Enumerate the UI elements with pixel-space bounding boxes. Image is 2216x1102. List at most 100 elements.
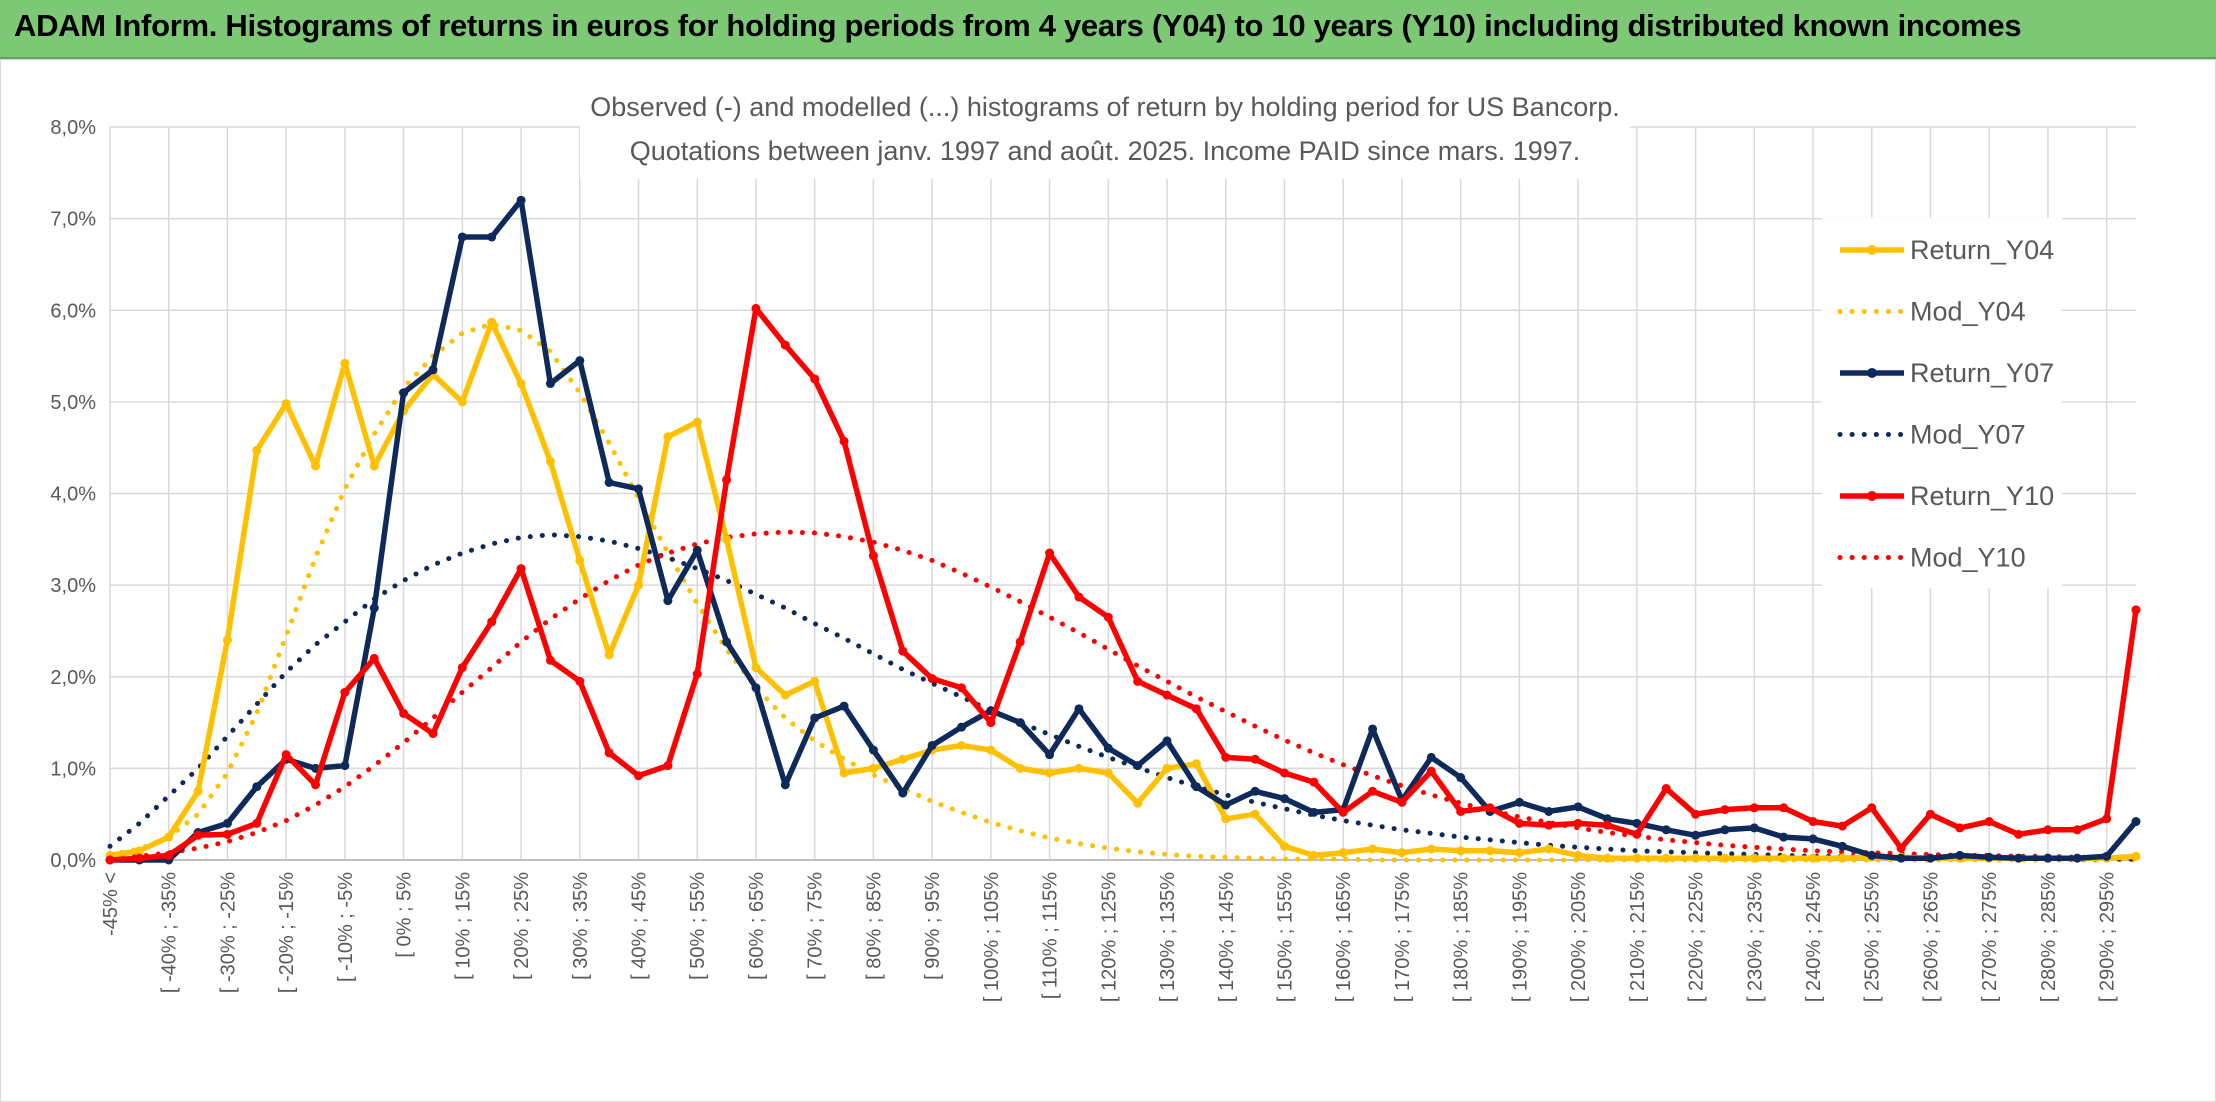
data-point <box>868 745 878 755</box>
data-point <box>1103 612 1113 622</box>
data-point <box>1045 750 1055 760</box>
data-point <box>1338 848 1348 858</box>
legend-item: Mod_Y07 <box>1837 420 2026 450</box>
data-point <box>2014 829 2024 839</box>
data-point <box>1808 817 1818 827</box>
legend-item: Return_Y04 <box>1840 235 2054 265</box>
data-point <box>810 713 820 723</box>
data-point <box>2072 825 2082 835</box>
data-point <box>1749 803 1759 813</box>
data-point <box>780 340 790 350</box>
series-return-y04 <box>105 317 2141 863</box>
x-tick-label: [ 50% ; 55% <box>687 872 709 980</box>
legend-item: Mod_Y10 <box>1837 543 2026 573</box>
data-point <box>1632 829 1642 839</box>
x-tick-label: [ 40% ; 45% <box>629 872 651 980</box>
data-point <box>1602 814 1612 824</box>
data-point <box>1162 690 1172 700</box>
data-point <box>457 232 467 242</box>
x-tick-label: [ 20% ; 25% <box>511 872 533 980</box>
x-tick-label: [ -10% ; -5% <box>335 872 357 982</box>
x-tick-label: [ 110% ; 115% <box>1040 872 1062 999</box>
data-point <box>604 650 614 660</box>
data-point <box>1837 821 1847 831</box>
data-point <box>1749 853 1759 863</box>
data-point <box>927 740 937 750</box>
banner-title: ADAM Inform. Histograms of returns in eu… <box>14 8 2022 43</box>
data-point <box>1896 853 1906 863</box>
data-point <box>134 846 144 856</box>
data-point <box>722 637 732 647</box>
data-point <box>751 683 761 693</box>
data-point <box>663 761 673 771</box>
data-point <box>457 397 467 407</box>
data-point <box>1514 848 1524 858</box>
x-tick-label: [ 30% ; 35% <box>570 872 592 980</box>
data-point <box>1191 704 1201 714</box>
legend-label: Mod_Y10 <box>1910 543 2026 573</box>
legend-marker <box>1867 491 1877 501</box>
legend-label: Return_Y10 <box>1910 481 2054 511</box>
data-point <box>399 708 409 718</box>
series-line <box>110 197 2139 863</box>
data-point <box>164 832 174 842</box>
data-point <box>2043 825 2053 835</box>
x-tick-label: [ 240% ; 245% <box>1803 872 1825 1002</box>
data-point <box>957 722 967 732</box>
data-point <box>1133 761 1143 771</box>
data-point <box>1456 806 1466 816</box>
data-point <box>2102 851 2112 861</box>
data-point <box>1720 853 1730 863</box>
data-point <box>692 417 702 427</box>
data-point <box>222 818 232 828</box>
data-point <box>1015 763 1025 773</box>
data-point <box>1133 798 1143 808</box>
data-point <box>516 564 526 574</box>
data-point <box>369 603 379 613</box>
data-point <box>193 786 203 796</box>
data-point <box>1808 834 1818 844</box>
data-point <box>222 635 232 645</box>
data-point <box>1309 777 1319 787</box>
data-point <box>369 461 379 471</box>
data-point <box>487 317 497 327</box>
data-point <box>487 617 497 627</box>
title-banner: ADAM Inform. Histograms of returns in eu… <box>0 0 2216 59</box>
data-point <box>1984 817 1994 827</box>
series-line <box>107 532 2139 862</box>
data-point <box>751 663 761 673</box>
x-tick-label: [ 120% ; 125% <box>1098 872 1120 1002</box>
series-return-y07 <box>105 195 2141 865</box>
data-point <box>1426 752 1436 762</box>
data-point <box>1925 809 1935 819</box>
x-tick-label: [ 90% ; 95% <box>922 872 944 980</box>
data-point <box>1779 853 1789 863</box>
data-point <box>575 676 585 686</box>
y-axis: 0,0% 1,0% 2,0% 3,0% 4,0% 5,0% 6,0% 7,0% 8,0% <box>50 117 96 872</box>
series-line <box>109 305 2139 863</box>
legend-item: Return_Y10 <box>1840 481 2054 511</box>
series-line <box>109 319 2137 861</box>
data-point <box>898 754 908 764</box>
data-point <box>2014 853 2024 863</box>
legend-label: Mod_Y07 <box>1910 420 2026 450</box>
data-point <box>1485 803 1495 813</box>
x-tick-label: [ 220% ; 225% <box>1686 872 1708 1002</box>
data-point <box>1456 773 1466 783</box>
series-lines <box>105 195 2141 865</box>
x-tick-label: [ 190% ; 195% <box>1509 872 1531 1002</box>
data-point <box>1074 704 1084 714</box>
y-tick-label: 7,0% <box>50 209 96 231</box>
data-point <box>1896 843 1906 853</box>
data-point <box>868 551 878 561</box>
chart-title: Observed (-) and modelled (...) histogra… <box>590 92 1619 122</box>
data-point <box>1045 768 1055 778</box>
x-tick-label: [ 290% ; 295% <box>2097 872 2119 1002</box>
data-point <box>692 669 702 679</box>
data-point <box>927 674 937 684</box>
data-point <box>1221 814 1231 824</box>
data-point <box>1632 853 1642 863</box>
data-point <box>1045 548 1055 558</box>
data-point <box>957 740 967 750</box>
